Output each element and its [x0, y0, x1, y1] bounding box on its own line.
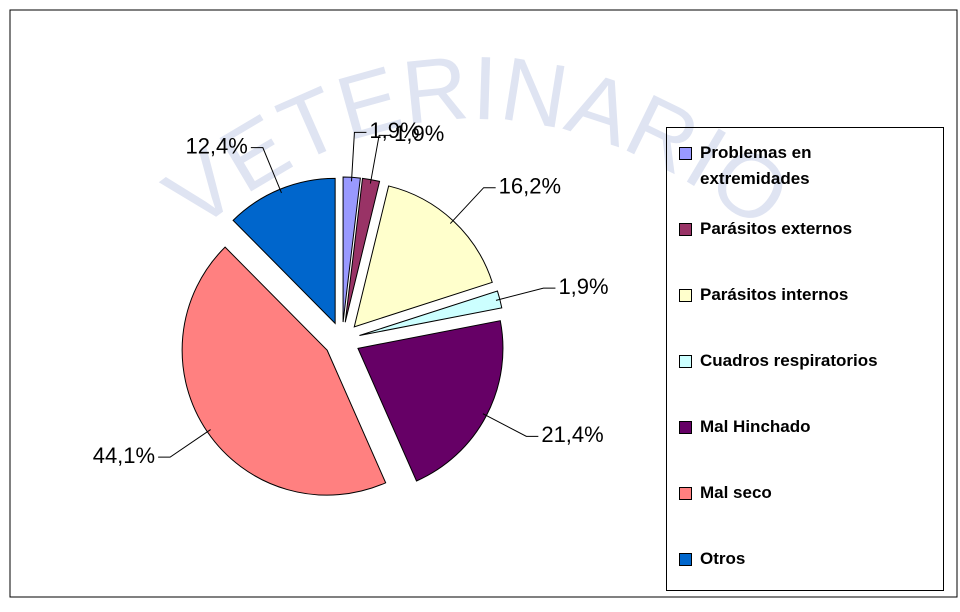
- legend-swatch: [679, 289, 692, 302]
- leader-line: [250, 147, 282, 194]
- leader-line: [449, 187, 496, 224]
- data-label: 1,9%: [558, 274, 608, 299]
- legend-label: Parásitos externos: [700, 219, 853, 238]
- legend-swatch: [679, 147, 692, 160]
- pie-slice: [357, 320, 504, 482]
- legend-label: Otros: [700, 549, 746, 568]
- data-label: 16,2%: [499, 174, 561, 199]
- legend-swatch: [679, 223, 692, 236]
- legend-label: Mal Hinchado: [700, 417, 811, 436]
- legend: Problemas en extremidades Parásitos exter…: [666, 127, 944, 591]
- legend-label: Mal seco: [700, 483, 772, 502]
- legend-item: Parásitos externos: [679, 216, 933, 282]
- leader-line: [482, 413, 539, 437]
- legend-label: Parásitos internos: [700, 285, 849, 304]
- pie-slice: [181, 246, 387, 496]
- legend-swatch: [679, 355, 692, 368]
- legend-item: Mal Hinchado: [679, 414, 933, 480]
- legend-item: Cuadros respiratorios: [679, 348, 933, 414]
- page: {"chart_data": {"type": "pie", "watermar…: [9, 9, 958, 598]
- chart: VETERINARIO 1,9%1,9%16,2%1,9%21,4%44,1%1…: [9, 9, 958, 598]
- data-label: 1,9%: [394, 121, 444, 146]
- data-label: 44,1%: [93, 443, 155, 468]
- legend-swatch: [679, 487, 692, 500]
- leader-line: [495, 287, 556, 301]
- leader-line: [158, 429, 211, 458]
- legend-item: Otros: [679, 546, 933, 612]
- legend-item: Mal seco: [679, 480, 933, 546]
- frame: [9, 9, 958, 598]
- data-label: 21,4%: [541, 422, 603, 447]
- leader-line: [351, 131, 367, 182]
- data-label: 12,4%: [185, 133, 247, 158]
- legend-swatch: [679, 421, 692, 434]
- legend-swatch: [679, 553, 692, 566]
- legend-item: Problemas en extremidades: [679, 140, 933, 216]
- legend-label: Problemas en extremidades: [700, 143, 812, 188]
- leader-line: [369, 134, 392, 184]
- legend-item: Parásitos internos: [679, 282, 933, 348]
- data-label: 1,9%: [369, 118, 419, 143]
- legend-label: Cuadros respiratorios: [700, 351, 878, 370]
